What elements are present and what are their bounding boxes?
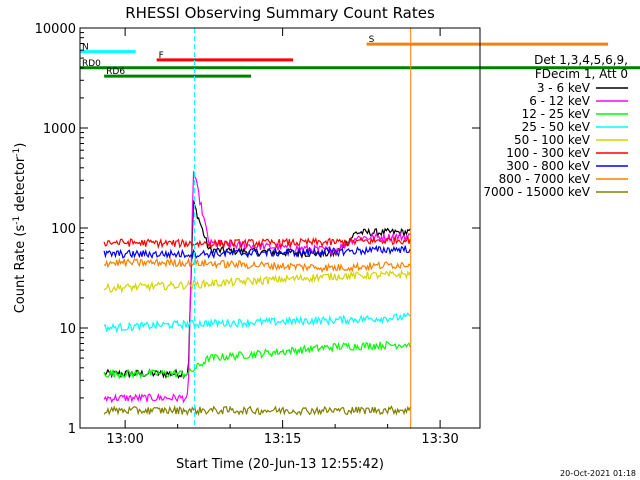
legend-label-100-300-kev: 100 - 300 keV	[506, 146, 590, 160]
flag-label-rd0: RD0	[82, 59, 101, 69]
flag-layer: N F S RD0 RD6	[80, 35, 640, 78]
legend-label-50-100-kev: 50 - 100 keV	[514, 133, 591, 147]
legend-label-6-12-kev: 6 - 12 keV	[529, 94, 591, 108]
legend-label-25-50-kev: 25 - 50 keV	[522, 120, 591, 134]
marker-layer	[193, 28, 412, 428]
series-line-800-7000-kev-0	[103, 256, 411, 273]
series-line-100-300-kev-0	[103, 235, 411, 250]
legend: Det 1,3,4,5,6,9, FDecim 1, Att 0 3 - 6 k…	[483, 53, 628, 199]
series-800-7000-kev	[103, 256, 411, 273]
y-axis-label-mid: detector	[13, 156, 28, 216]
y-tick-label-100: 100	[51, 222, 76, 237]
y-axis-label-main: Count Rate (s	[13, 225, 28, 314]
x-tick-label-15: 13:15	[264, 432, 301, 447]
data-layer	[103, 171, 411, 417]
legend-label-7000-15000-kev: 7000 - 15000 keV	[483, 185, 590, 199]
series-25-50-kev	[103, 312, 411, 334]
legend-label-12-25-kev: 12 - 25 keV	[522, 107, 591, 121]
series-line-12-25-kev-0	[103, 340, 411, 380]
axis-layer: 13:00 13:15 13:30 1 10 100 1000 10000	[35, 22, 480, 447]
series-300-800-kev	[103, 244, 411, 260]
y-axis-label-sup2: -1	[12, 148, 22, 157]
flag-label-n: N	[82, 43, 89, 53]
legend-header-line1: Det 1,3,4,5,6,9,	[534, 53, 628, 67]
timestamp: 20-Oct-2021 01:18	[560, 469, 636, 478]
series-line-50-100-kev-0	[103, 269, 411, 294]
y-axis-label-end: )	[13, 143, 28, 148]
x-tick-label-0: 13:00	[106, 432, 143, 447]
legend-label-3-6-kev: 3 - 6 keV	[537, 81, 591, 95]
series-50-100-kev	[103, 269, 411, 294]
legend-header-line2: FDecim 1, Att 0	[535, 67, 628, 81]
series-7000-15000-kev	[103, 404, 411, 417]
x-tick-label-30: 13:30	[421, 432, 458, 447]
y-axis-label: Count Rate (s-1 detector-1)	[12, 143, 28, 314]
series-6-12-kev	[103, 171, 411, 404]
y-tick-label-1: 1	[68, 422, 76, 437]
series-12-25-kev	[103, 340, 411, 380]
flag-label-rd6: RD6	[106, 67, 125, 77]
legend-label-800-7000-kev: 800 - 7000 keV	[499, 172, 591, 186]
legend-label-300-800-kev: 300 - 800 keV	[506, 159, 590, 173]
chart-title: RHESSI Observing Summary Count Rates	[125, 4, 435, 22]
series-line-25-50-kev-0	[103, 312, 411, 334]
series-line-6-12-kev-0	[103, 171, 411, 404]
flag-label-s: S	[369, 35, 375, 45]
x-axis-label: Start Time (20-Jun-13 12:55:42)	[176, 457, 384, 472]
series-line-7000-15000-kev-0	[103, 404, 411, 417]
y-tick-label-1000: 1000	[43, 122, 76, 137]
y-axis-label-sup1: -1	[12, 216, 22, 225]
series-100-300-kev	[103, 235, 411, 250]
y-tick-label-10: 10	[59, 322, 76, 337]
series-line-300-800-kev-0	[103, 244, 411, 260]
flag-label-f: F	[159, 51, 164, 61]
y-tick-label-10000: 10000	[35, 22, 76, 37]
